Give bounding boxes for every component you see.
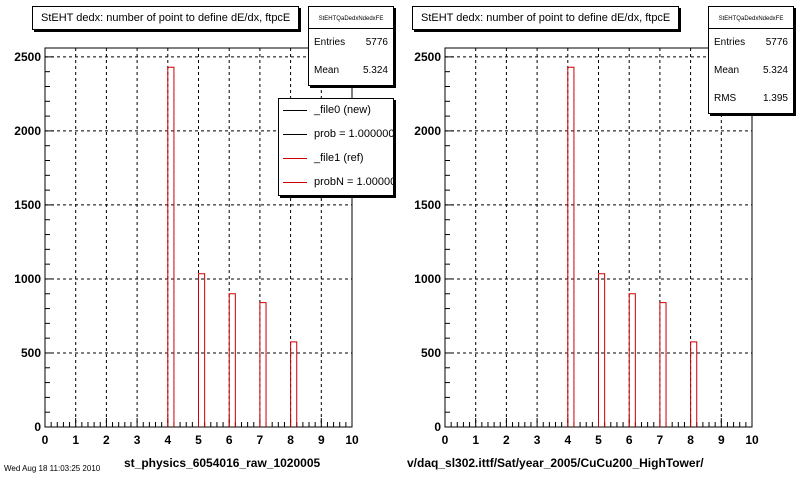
stats-value: 5776 xyxy=(365,37,388,48)
stats-name: StEHTQaDedxNdedxFE xyxy=(709,7,793,29)
x-tick-label: 0 xyxy=(442,433,449,447)
stats-label: Entries xyxy=(714,37,746,48)
right-stats-box: StEHTQaDedxNdedxFE Entries 5776 Mean 5.3… xyxy=(708,6,794,114)
legend-line-swatch xyxy=(283,182,307,183)
x-tick-label: 2 xyxy=(103,433,110,447)
stats-row-rms: RMS 1.395 xyxy=(709,85,793,113)
left-title-box: StEHT dedx: number of point to define dE… xyxy=(32,6,300,30)
legend-box: _file0 (new) prob = 1.000000 _file1 (ref… xyxy=(278,98,394,196)
stats-value: 5.324 xyxy=(762,65,788,76)
y-tick-label: 1500 xyxy=(14,198,41,212)
histogram-bar xyxy=(690,341,698,427)
stats-row-entries: Entries 5776 xyxy=(709,29,793,57)
left-stats-box: StEHTQaDedxNdedxFE Entries 5776 Mean 5.3… xyxy=(308,6,394,86)
histogram-bar xyxy=(598,273,606,427)
y-tick-label: 0 xyxy=(434,420,441,434)
x-tick-label: 6 xyxy=(226,433,233,447)
y-tick-label: 2000 xyxy=(14,124,41,138)
stats-label: Entries xyxy=(314,37,346,48)
stats-value: 5776 xyxy=(765,37,788,48)
histogram-bar xyxy=(659,302,667,427)
histogram-bar xyxy=(167,66,175,427)
x-tick-label: 1 xyxy=(472,433,479,447)
legend-label: probN = 1.000000 xyxy=(314,176,394,188)
y-tick-label: 500 xyxy=(21,346,41,360)
timestamp-footer: Wed Aug 18 11:03:25 2010 xyxy=(4,464,101,473)
y-tick-label: 2500 xyxy=(14,50,41,64)
x-tick-label: 5 xyxy=(195,433,202,447)
histogram-bar xyxy=(628,293,636,427)
x-tick-label: 1 xyxy=(72,433,79,447)
y-tick-label: 1000 xyxy=(14,272,41,286)
y-tick-label: 1000 xyxy=(414,272,441,286)
y-tick-label: 1500 xyxy=(414,198,441,212)
y-tick-label: 2500 xyxy=(414,50,441,64)
legend-label: _file0 (new) xyxy=(314,104,371,116)
histogram-bar xyxy=(228,293,236,427)
legend-label: prob = 1.000000 xyxy=(314,128,394,140)
histogram-bar xyxy=(198,273,206,427)
x-tick-label: 6 xyxy=(626,433,633,447)
stats-row-mean: Mean 5.324 xyxy=(709,57,793,85)
x-tick-label: 4 xyxy=(164,433,171,447)
legend-label: _file1 (ref) xyxy=(314,152,364,164)
x-tick-label: 0 xyxy=(42,433,49,447)
stats-label: Mean xyxy=(314,65,340,76)
x-tick-label: 10 xyxy=(345,433,359,447)
stats-label: Mean xyxy=(714,65,740,76)
legend-line-swatch xyxy=(283,134,307,135)
histogram-bar xyxy=(567,66,575,427)
histogram-bar xyxy=(259,302,267,427)
stats-value: 1.395 xyxy=(762,93,788,104)
left-x-axis-title: st_physics_6054016_raw_1020005 xyxy=(124,456,321,470)
x-tick-label: 9 xyxy=(718,433,725,447)
x-tick-label: 10 xyxy=(745,433,759,447)
y-tick-label: 0 xyxy=(34,420,41,434)
x-tick-label: 8 xyxy=(687,433,694,447)
x-tick-label: 9 xyxy=(318,433,325,447)
stats-name: StEHTQaDedxNdedxFE xyxy=(309,7,393,29)
stats-row-mean: Mean 5.324 xyxy=(309,57,393,85)
x-tick-label: 5 xyxy=(595,433,602,447)
x-tick-label: 3 xyxy=(134,433,141,447)
x-tick-label: 3 xyxy=(534,433,541,447)
x-tick-label: 7 xyxy=(257,433,264,447)
histogram-bar xyxy=(290,341,298,427)
stats-value: 5.324 xyxy=(362,65,388,76)
stats-label: RMS xyxy=(714,93,737,104)
y-tick-label: 500 xyxy=(421,346,441,360)
x-tick-label: 7 xyxy=(657,433,664,447)
x-tick-label: 4 xyxy=(564,433,571,447)
legend-line-swatch xyxy=(283,110,307,111)
x-tick-label: 2 xyxy=(503,433,510,447)
right-title-box: StEHT dedx: number of point to define dE… xyxy=(412,6,680,30)
legend-line-swatch xyxy=(283,158,307,159)
stats-row-entries: Entries 5776 xyxy=(309,29,393,57)
y-tick-label: 2000 xyxy=(414,124,441,138)
right-x-axis-title: v/daq_sl302.ittf/Sat/year_2005/CuCu200_H… xyxy=(407,456,704,470)
x-tick-label: 8 xyxy=(287,433,294,447)
